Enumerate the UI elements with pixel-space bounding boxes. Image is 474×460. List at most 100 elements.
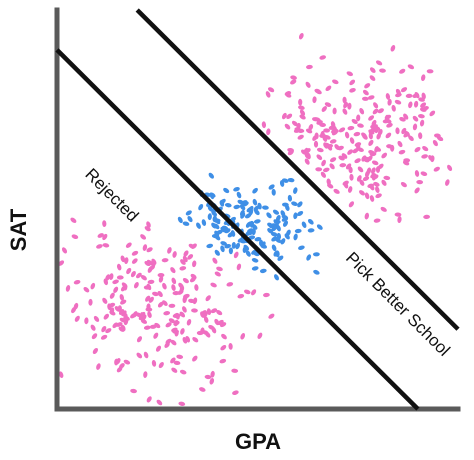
data-point <box>347 149 353 155</box>
data-point <box>178 282 184 289</box>
data-point <box>397 216 402 223</box>
data-point <box>307 228 315 233</box>
data-point <box>203 316 209 323</box>
data-point <box>163 311 171 316</box>
data-point <box>351 118 358 125</box>
data-point <box>298 98 303 106</box>
data-point <box>192 355 198 362</box>
data-point <box>192 337 199 343</box>
data-point <box>183 250 189 257</box>
data-point <box>245 230 252 236</box>
data-point <box>188 298 195 304</box>
data-point <box>344 131 350 139</box>
data-points <box>58 32 453 406</box>
rejection-line <box>55 48 420 411</box>
data-point <box>120 299 127 305</box>
data-point <box>136 336 143 343</box>
data-point <box>182 296 187 304</box>
data-point <box>332 79 339 85</box>
data-point <box>133 282 139 289</box>
data-point <box>123 359 131 365</box>
boundary-lines <box>55 8 460 411</box>
data-point <box>395 127 400 135</box>
data-point <box>432 140 438 147</box>
data-point <box>254 209 260 216</box>
data-point <box>205 295 211 302</box>
data-point <box>412 123 418 131</box>
data-point <box>73 280 81 285</box>
data-point <box>304 148 311 154</box>
data-point <box>316 224 323 230</box>
data-point <box>158 362 164 369</box>
pick-better-school-label: Pick Better School <box>342 248 454 360</box>
data-point <box>323 128 330 133</box>
data-point <box>101 326 107 333</box>
data-point <box>390 45 396 52</box>
data-point <box>399 68 406 74</box>
data-point <box>368 132 373 140</box>
data-point <box>168 303 176 308</box>
data-point <box>359 108 365 115</box>
data-point <box>272 209 280 215</box>
data-point <box>217 319 224 326</box>
data-point <box>221 333 227 340</box>
data-point <box>324 102 332 107</box>
data-point <box>144 260 151 267</box>
data-point <box>307 218 314 225</box>
data-point <box>219 198 226 205</box>
data-point <box>347 125 355 131</box>
data-point <box>293 233 298 241</box>
data-point <box>403 113 409 120</box>
data-point <box>71 234 79 239</box>
data-point <box>151 260 156 268</box>
data-point <box>109 310 116 316</box>
data-point <box>368 115 375 121</box>
data-point <box>143 371 148 378</box>
data-point <box>445 179 450 186</box>
data-point <box>224 203 232 208</box>
data-point <box>140 275 147 281</box>
data-point <box>433 166 440 172</box>
data-point <box>266 128 271 136</box>
data-point <box>179 311 186 318</box>
data-point <box>248 235 256 240</box>
data-point <box>71 306 77 314</box>
data-point <box>212 215 217 223</box>
data-point <box>279 180 285 187</box>
data-point <box>299 109 306 116</box>
data-point <box>214 271 221 277</box>
data-point <box>239 204 246 211</box>
data-point <box>136 272 142 279</box>
data-point <box>332 107 337 115</box>
data-point <box>414 146 421 153</box>
data-point <box>291 120 298 127</box>
data-point <box>116 322 123 327</box>
data-point <box>394 212 402 217</box>
data-point <box>347 186 353 193</box>
data-point <box>400 87 408 93</box>
data-point <box>143 325 151 330</box>
data-point <box>381 179 387 186</box>
data-point <box>387 98 392 106</box>
data-point <box>270 232 278 237</box>
data-point <box>170 267 176 274</box>
data-point <box>103 278 109 286</box>
data-point <box>158 275 164 283</box>
data-point <box>196 222 201 229</box>
data-point <box>383 175 391 181</box>
data-point <box>373 181 380 187</box>
data-point <box>338 127 346 133</box>
data-point <box>130 270 136 278</box>
data-point <box>298 105 305 110</box>
data-point <box>146 221 151 228</box>
data-point <box>414 170 420 177</box>
data-point <box>319 55 327 60</box>
data-point <box>275 237 282 243</box>
data-point <box>422 106 429 111</box>
data-point <box>216 310 223 316</box>
data-point <box>140 311 146 319</box>
data-point <box>293 212 298 220</box>
data-point <box>386 122 393 128</box>
data-point <box>348 201 355 208</box>
data-point <box>102 243 110 248</box>
